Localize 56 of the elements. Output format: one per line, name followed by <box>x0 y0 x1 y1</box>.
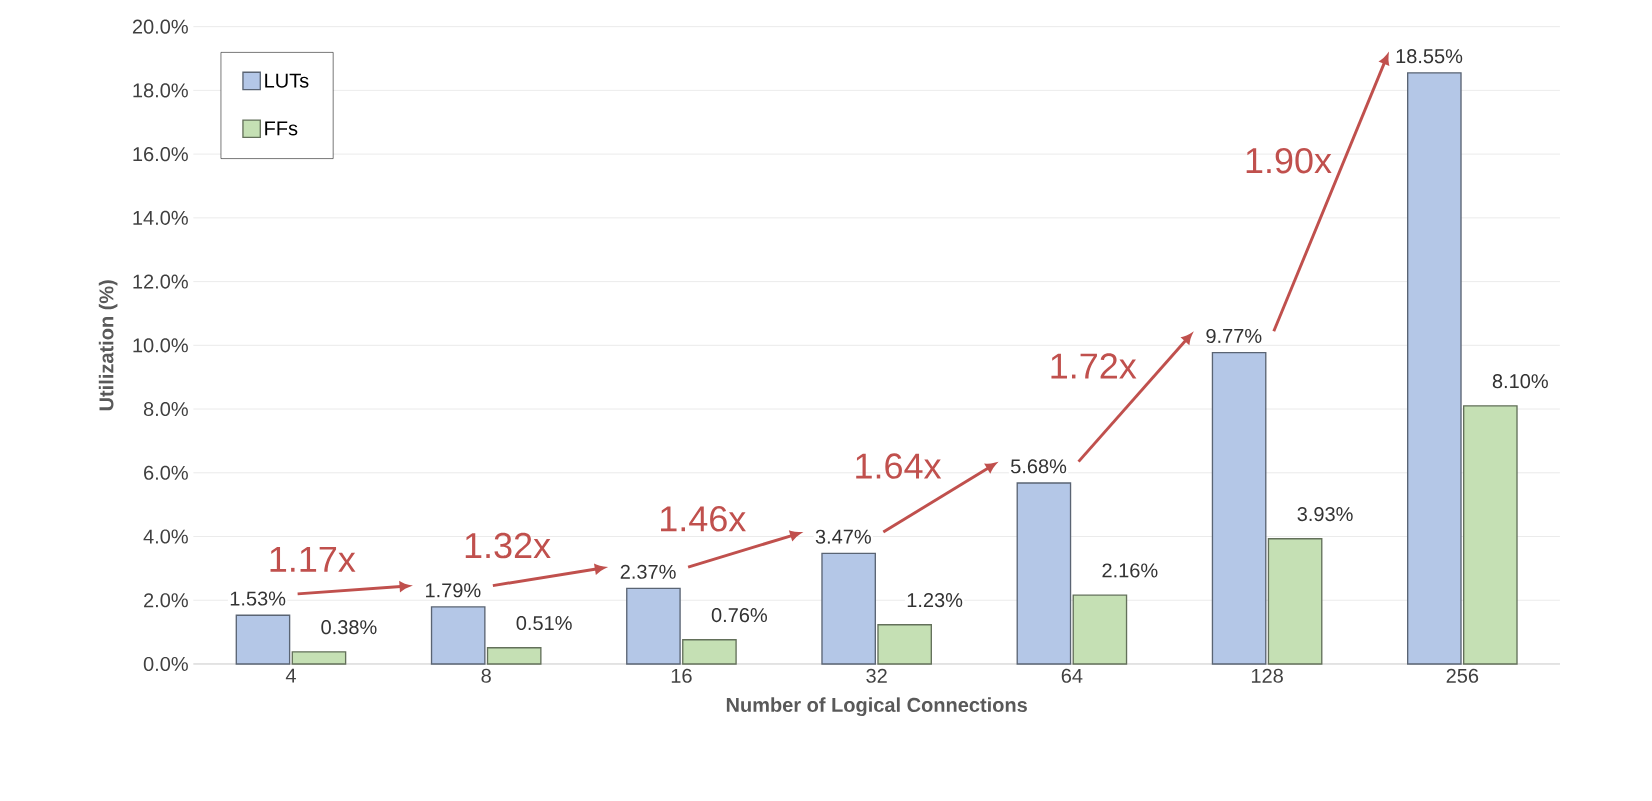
y-tick-label: 10.0% <box>133 338 188 353</box>
y-tick-label: 12.0% <box>133 274 188 289</box>
data-label: 1.53% <box>230 591 286 606</box>
data-label: 3.93% <box>1297 506 1353 521</box>
data-label: 0.76% <box>711 607 767 622</box>
data-label: 0.38% <box>321 619 377 635</box>
legend-label: LUTs <box>265 73 309 88</box>
legend-label: FFs <box>265 121 298 136</box>
annotation: 1.17x <box>270 546 356 572</box>
y-tick-label: 4.0% <box>143 529 188 544</box>
y-tick-label: 6.0% <box>144 465 188 480</box>
annotation: 1.32x <box>465 532 551 559</box>
data-label: 18.55% <box>1396 48 1463 64</box>
bar <box>235 614 291 665</box>
y-tick-label: 14.0% <box>133 210 188 225</box>
data-label: 8.10% <box>1492 373 1548 389</box>
x-tick-label: 4 <box>285 668 296 683</box>
x-tick-label: 256 <box>1446 668 1479 683</box>
annotation: 1.72x <box>1051 353 1137 379</box>
y-tick-label: 16.0% <box>133 146 188 162</box>
x-tick-label: 32 <box>866 668 887 683</box>
x-axis-title: Number of Logical Connections <box>726 697 1027 716</box>
bar <box>682 638 737 665</box>
bar <box>1407 72 1462 665</box>
y-tick-label: 8.0% <box>143 401 188 416</box>
y-tick-label: 2.0% <box>144 593 188 608</box>
annotation: 1.46x <box>661 505 746 532</box>
x-tick-label: 8 <box>481 668 491 683</box>
y-tick-label: 18.0% <box>133 83 188 98</box>
bar <box>1072 594 1128 665</box>
x-tick-label: 16 <box>671 668 692 683</box>
y-axis-title: Utilization (%) <box>98 280 118 411</box>
bar <box>877 623 932 665</box>
data-label: 2.16% <box>1102 563 1158 578</box>
x-tick-label: 64 <box>1061 668 1083 683</box>
data-label: 3.47% <box>815 529 871 544</box>
y-tick-label: 0.0% <box>143 656 188 671</box>
bar <box>1267 537 1323 665</box>
bar <box>486 646 542 665</box>
data-label: 2.37% <box>620 564 676 579</box>
bar <box>1211 351 1267 665</box>
data-label: 0.51% <box>516 615 572 630</box>
bar <box>430 606 486 665</box>
x-tick-label: 128 <box>1251 668 1283 683</box>
bar <box>821 552 876 665</box>
annotation: 1.90x <box>1246 147 1332 174</box>
data-label: 1.79% <box>426 583 481 598</box>
bar <box>291 651 347 665</box>
bar <box>626 587 681 665</box>
bar <box>1463 405 1518 665</box>
data-label: 5.68% <box>1010 459 1067 474</box>
bar <box>1016 482 1072 665</box>
y-tick-label: 20.0% <box>132 19 188 34</box>
data-label: 9.77% <box>1206 328 1262 343</box>
data-label: 1.23% <box>907 592 963 608</box>
annotation: 1.64x <box>856 453 942 479</box>
